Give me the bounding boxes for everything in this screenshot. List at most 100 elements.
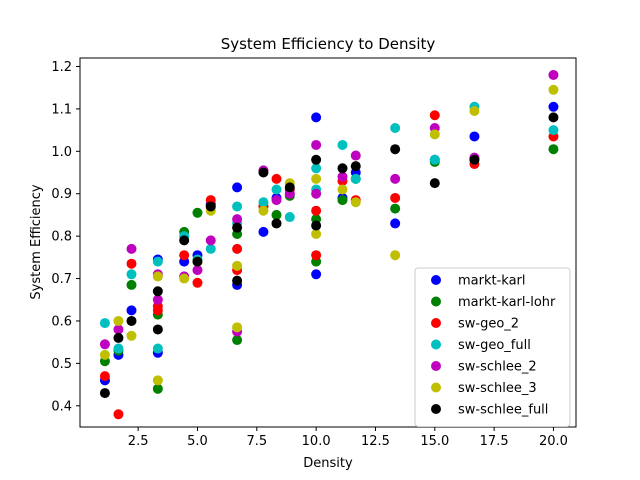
x-axis-label: Density: [303, 456, 353, 471]
data-point: [390, 192, 401, 203]
series-sw-schlee_full: [99, 112, 559, 399]
legend-label: sw-schlee_2: [458, 360, 537, 375]
data-point: [429, 178, 440, 189]
y-tick-label: 0.8: [51, 230, 72, 245]
data-point: [192, 256, 203, 267]
data-point: [126, 258, 137, 269]
chart-title: System Efficiency to Density: [221, 35, 436, 53]
x-tick-label: 2.5: [128, 434, 149, 449]
x-tick-label: 20.0: [539, 434, 568, 449]
data-point: [429, 154, 440, 165]
y-tick-label: 0.7: [51, 272, 72, 287]
data-point: [152, 383, 163, 394]
data-point: [311, 220, 322, 231]
data-point: [311, 154, 322, 165]
data-point: [429, 110, 440, 121]
data-point: [99, 318, 110, 329]
data-point: [152, 324, 163, 335]
data-point: [232, 322, 243, 333]
x-tick-label: 7.5: [246, 434, 267, 449]
legend-label: sw-geo_full: [458, 338, 531, 353]
data-point: [429, 129, 440, 140]
data-point: [232, 214, 243, 225]
legend-frame: [414, 267, 571, 427]
data-point: [337, 163, 348, 174]
legend-label: markt-karl: [458, 274, 526, 289]
x-tick-label: 17.5: [480, 434, 509, 449]
legend-marker: [431, 404, 441, 414]
data-point: [232, 201, 243, 212]
data-point: [126, 243, 137, 254]
plot-area: [99, 69, 559, 420]
data-point: [271, 195, 282, 206]
data-point: [179, 235, 190, 246]
y-tick-label: 1.0: [51, 145, 72, 160]
data-point: [205, 201, 216, 212]
data-point: [469, 106, 480, 117]
axes-frame: [79, 57, 577, 428]
data-point: [205, 235, 216, 246]
x-tick-label: 12.5: [361, 434, 390, 449]
y-tick-label: 0.9: [51, 187, 72, 202]
data-point: [271, 173, 282, 184]
legend-marker: [431, 318, 441, 328]
y-tick-label: 0.5: [51, 357, 72, 372]
data-point: [469, 131, 480, 142]
data-point: [192, 207, 203, 218]
data-point: [311, 269, 322, 280]
legend-marker: [431, 339, 441, 350]
data-point: [311, 229, 322, 240]
data-point: [152, 375, 163, 386]
data-point: [258, 197, 269, 208]
legend-marker: [431, 275, 441, 285]
data-point: [232, 275, 243, 286]
data-point: [152, 271, 163, 282]
data-point: [126, 330, 137, 341]
y-axis-label: System Efficiency: [29, 184, 44, 300]
data-point: [350, 197, 361, 208]
data-point: [390, 144, 401, 155]
data-point: [113, 343, 124, 354]
data-point: [258, 226, 269, 237]
data-point: [311, 250, 322, 261]
data-point: [258, 167, 269, 178]
data-point: [548, 125, 559, 136]
data-point: [152, 286, 163, 297]
data-point: [271, 218, 282, 229]
data-point: [152, 343, 163, 354]
series-sw-geo_2: [99, 110, 559, 420]
y-axis: 0.4 0.5 0.6 0.7 0.8 0.9 1.0 1.1 1.2: [51, 60, 80, 414]
legend: markt-karl markt-karl-lohr sw-geo_2 sw-geo_…: [414, 267, 571, 427]
data-point: [99, 388, 110, 399]
data-point: [548, 144, 559, 155]
data-point: [548, 112, 559, 123]
data-point: [232, 222, 243, 233]
data-point: [152, 294, 163, 305]
data-point: [390, 203, 401, 214]
data-point: [311, 173, 322, 184]
data-point: [311, 163, 322, 174]
legend-label: sw-schlee_full: [458, 403, 548, 418]
data-point: [232, 335, 243, 346]
legend-marker: [431, 296, 441, 307]
data-point: [469, 154, 480, 165]
y-tick-label: 1.1: [51, 102, 72, 117]
y-tick-label: 0.6: [51, 314, 72, 329]
data-point: [192, 277, 203, 288]
x-tick-label: 5.0: [187, 434, 208, 449]
data-point: [179, 250, 190, 261]
data-point: [126, 279, 137, 290]
data-point: [350, 161, 361, 172]
x-axis: 2.5 5.0 7.5 10.0 12.5 15.0 17.5 20.0: [128, 427, 568, 449]
data-point: [311, 188, 322, 199]
data-point: [284, 212, 295, 223]
data-point: [350, 173, 361, 184]
data-point: [126, 305, 137, 316]
data-point: [311, 205, 322, 216]
data-point: [271, 209, 282, 220]
legend-label: sw-schlee_3: [458, 381, 537, 396]
data-point: [350, 150, 361, 161]
data-point: [126, 315, 137, 326]
data-point: [311, 139, 322, 150]
